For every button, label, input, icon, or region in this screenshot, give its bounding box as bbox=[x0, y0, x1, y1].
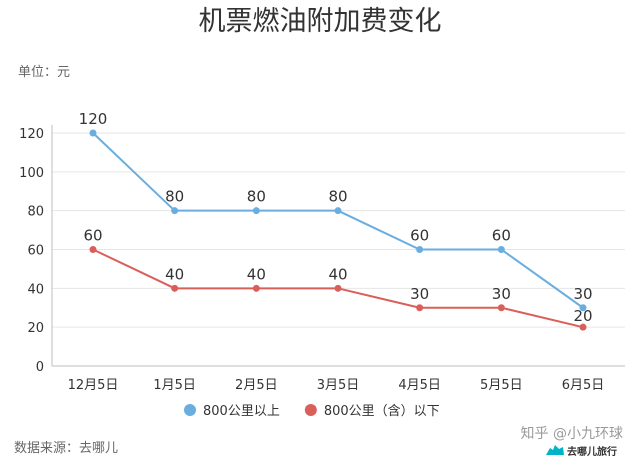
legend: 800公里以上 800公里（含）以下 bbox=[184, 403, 440, 419]
data-point bbox=[171, 207, 179, 215]
data-point bbox=[252, 207, 260, 215]
data-point bbox=[579, 323, 587, 331]
data-label: 60 bbox=[492, 227, 511, 245]
legend-swatch bbox=[184, 404, 196, 416]
brand-name: 去哪儿旅行 bbox=[567, 445, 617, 458]
data-label: 40 bbox=[247, 265, 266, 283]
x-tick-label: 3月5日 bbox=[317, 378, 360, 393]
y-tick-labels: 0 20 40 60 80 100 120 bbox=[19, 127, 44, 375]
data-point bbox=[416, 246, 424, 253]
x-tick-label: 6月5日 bbox=[562, 378, 605, 393]
y-tick-label: 100 bbox=[19, 166, 44, 181]
watermark: 知乎 @小九环球 bbox=[521, 425, 623, 442]
data-point bbox=[334, 207, 342, 215]
data-label: 80 bbox=[328, 188, 347, 206]
chart-title: 机票燃油附加费变化 bbox=[199, 6, 442, 37]
data-label: 40 bbox=[165, 265, 184, 283]
data-point bbox=[497, 304, 505, 312]
legend-swatch bbox=[304, 404, 317, 416]
data-label: 20 bbox=[573, 307, 592, 325]
legend-item: 800公里（含）以下 bbox=[304, 403, 440, 419]
x-tick-label: 2月5日 bbox=[235, 378, 278, 393]
data-label: 120 bbox=[79, 110, 108, 128]
data-point bbox=[416, 304, 424, 312]
y-unit-label: 单位：元 bbox=[18, 65, 70, 80]
data-point bbox=[497, 246, 505, 253]
legend-item: 800公里以上 bbox=[184, 404, 280, 419]
series-2: 60 40 40 40 30 30 20 bbox=[83, 227, 593, 331]
x-tick-label: 5月5日 bbox=[480, 378, 523, 393]
data-point bbox=[252, 284, 260, 292]
y-tick-label: 0 bbox=[36, 360, 44, 375]
series-1: 120 80 80 80 60 60 30 bbox=[79, 110, 593, 312]
legend-label: 800公里（含）以下 bbox=[324, 403, 440, 419]
data-point bbox=[171, 284, 179, 292]
series-layer: 120 80 80 80 60 60 30 60 40 40 40 30 30 20 bbox=[79, 110, 593, 331]
y-tick-label: 120 bbox=[19, 127, 44, 142]
data-label: 40 bbox=[328, 265, 347, 283]
data-point bbox=[334, 284, 342, 292]
data-label: 30 bbox=[573, 285, 592, 303]
legend-label: 800公里以上 bbox=[203, 404, 280, 419]
x-tick-labels: 12月5日 1月5日 2月5日 3月5日 4月5日 5月5日 6月5日 bbox=[68, 378, 605, 393]
x-tick-label: 4月5日 bbox=[398, 378, 441, 393]
data-label: 60 bbox=[83, 227, 102, 245]
y-tick-label: 80 bbox=[27, 205, 44, 220]
source-note: 数据来源：去哪儿 bbox=[14, 441, 118, 456]
data-point bbox=[89, 246, 97, 253]
data-point bbox=[579, 304, 587, 312]
grid-lines bbox=[51, 125, 625, 367]
data-label: 60 bbox=[410, 227, 429, 245]
brand-logo: 去哪儿旅行 bbox=[546, 445, 617, 458]
x-tick-label: 12月5日 bbox=[68, 378, 119, 393]
data-point bbox=[89, 129, 97, 137]
y-tick-label: 20 bbox=[27, 321, 44, 336]
data-label: 80 bbox=[165, 188, 184, 206]
data-label: 30 bbox=[492, 285, 511, 303]
y-tick-label: 60 bbox=[27, 244, 44, 259]
data-label: 80 bbox=[247, 188, 266, 206]
data-label: 30 bbox=[410, 285, 429, 303]
x-tick-label: 1月5日 bbox=[153, 378, 196, 393]
camel-icon bbox=[546, 445, 564, 455]
y-tick-label: 40 bbox=[27, 282, 44, 297]
